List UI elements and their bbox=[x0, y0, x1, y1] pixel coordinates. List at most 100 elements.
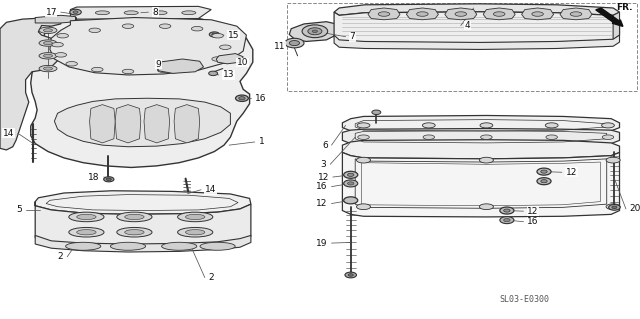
Ellipse shape bbox=[212, 57, 223, 61]
Ellipse shape bbox=[186, 214, 205, 219]
Ellipse shape bbox=[122, 69, 134, 74]
Ellipse shape bbox=[372, 110, 381, 115]
Text: 6: 6 bbox=[322, 141, 328, 150]
Polygon shape bbox=[334, 4, 620, 15]
Ellipse shape bbox=[348, 182, 354, 185]
Polygon shape bbox=[50, 18, 246, 75]
Text: 15: 15 bbox=[228, 31, 239, 40]
Text: 8: 8 bbox=[152, 8, 158, 17]
Text: 10: 10 bbox=[237, 58, 248, 67]
Polygon shape bbox=[157, 59, 204, 73]
Polygon shape bbox=[216, 54, 243, 64]
Ellipse shape bbox=[52, 42, 63, 47]
Ellipse shape bbox=[124, 11, 138, 15]
Ellipse shape bbox=[39, 40, 57, 46]
Polygon shape bbox=[35, 15, 76, 23]
Ellipse shape bbox=[356, 204, 371, 210]
Polygon shape bbox=[289, 22, 338, 41]
Text: 12: 12 bbox=[317, 173, 329, 182]
Polygon shape bbox=[522, 8, 554, 20]
Polygon shape bbox=[90, 105, 115, 143]
FancyArrow shape bbox=[596, 8, 623, 26]
Polygon shape bbox=[613, 12, 620, 40]
Text: 5: 5 bbox=[16, 205, 22, 214]
Ellipse shape bbox=[532, 12, 543, 16]
Ellipse shape bbox=[55, 53, 67, 57]
Ellipse shape bbox=[481, 135, 492, 139]
Ellipse shape bbox=[39, 65, 57, 72]
Ellipse shape bbox=[606, 204, 620, 210]
Ellipse shape bbox=[77, 230, 96, 235]
Polygon shape bbox=[35, 191, 251, 214]
Ellipse shape bbox=[500, 217, 514, 224]
Polygon shape bbox=[368, 8, 400, 20]
Ellipse shape bbox=[417, 12, 428, 16]
Text: SL03-E0300: SL03-E0300 bbox=[500, 295, 550, 304]
Text: 14: 14 bbox=[205, 185, 216, 194]
Ellipse shape bbox=[73, 11, 78, 13]
Ellipse shape bbox=[186, 230, 205, 235]
Ellipse shape bbox=[182, 11, 196, 15]
Polygon shape bbox=[115, 105, 141, 143]
Polygon shape bbox=[35, 202, 251, 246]
Ellipse shape bbox=[44, 54, 52, 57]
Polygon shape bbox=[560, 8, 592, 20]
Text: 2: 2 bbox=[209, 273, 214, 282]
Text: 3: 3 bbox=[321, 160, 326, 169]
Text: 12: 12 bbox=[316, 199, 328, 208]
Text: 16: 16 bbox=[316, 182, 328, 191]
Ellipse shape bbox=[606, 157, 620, 163]
Text: 16: 16 bbox=[527, 217, 539, 226]
Polygon shape bbox=[334, 35, 620, 49]
Text: 4: 4 bbox=[465, 21, 470, 30]
Ellipse shape bbox=[344, 197, 358, 204]
Ellipse shape bbox=[357, 123, 370, 128]
Polygon shape bbox=[342, 129, 620, 147]
Ellipse shape bbox=[493, 12, 505, 16]
Polygon shape bbox=[483, 8, 515, 20]
Ellipse shape bbox=[178, 227, 212, 237]
Ellipse shape bbox=[455, 12, 467, 16]
Ellipse shape bbox=[422, 123, 435, 128]
Text: FR.: FR. bbox=[616, 3, 632, 11]
Ellipse shape bbox=[541, 180, 547, 183]
Polygon shape bbox=[334, 12, 620, 43]
Ellipse shape bbox=[209, 71, 218, 76]
Polygon shape bbox=[342, 152, 620, 217]
Text: 11: 11 bbox=[274, 42, 285, 51]
Ellipse shape bbox=[570, 12, 582, 16]
Ellipse shape bbox=[111, 242, 146, 250]
Ellipse shape bbox=[200, 242, 236, 250]
Ellipse shape bbox=[285, 38, 304, 48]
Ellipse shape bbox=[77, 214, 96, 219]
Ellipse shape bbox=[289, 41, 300, 46]
Ellipse shape bbox=[209, 32, 220, 37]
Polygon shape bbox=[342, 115, 620, 134]
Polygon shape bbox=[406, 8, 438, 20]
Text: 16: 16 bbox=[255, 94, 266, 103]
Ellipse shape bbox=[39, 27, 57, 33]
Text: 12: 12 bbox=[566, 168, 577, 177]
Ellipse shape bbox=[95, 11, 109, 15]
Ellipse shape bbox=[345, 272, 356, 278]
Ellipse shape bbox=[236, 95, 248, 101]
Text: 9: 9 bbox=[156, 60, 161, 69]
Polygon shape bbox=[144, 105, 170, 143]
Ellipse shape bbox=[189, 64, 201, 69]
Ellipse shape bbox=[69, 212, 104, 222]
Ellipse shape bbox=[479, 157, 493, 163]
Ellipse shape bbox=[500, 207, 514, 214]
Ellipse shape bbox=[89, 28, 100, 33]
Ellipse shape bbox=[106, 178, 111, 181]
Ellipse shape bbox=[44, 29, 52, 32]
Ellipse shape bbox=[545, 123, 558, 128]
Ellipse shape bbox=[122, 24, 134, 28]
Ellipse shape bbox=[159, 24, 171, 28]
Polygon shape bbox=[31, 17, 253, 167]
Ellipse shape bbox=[44, 41, 52, 45]
Ellipse shape bbox=[69, 227, 104, 237]
Ellipse shape bbox=[602, 123, 614, 128]
Ellipse shape bbox=[92, 67, 103, 72]
Ellipse shape bbox=[239, 97, 245, 100]
Ellipse shape bbox=[302, 25, 328, 38]
